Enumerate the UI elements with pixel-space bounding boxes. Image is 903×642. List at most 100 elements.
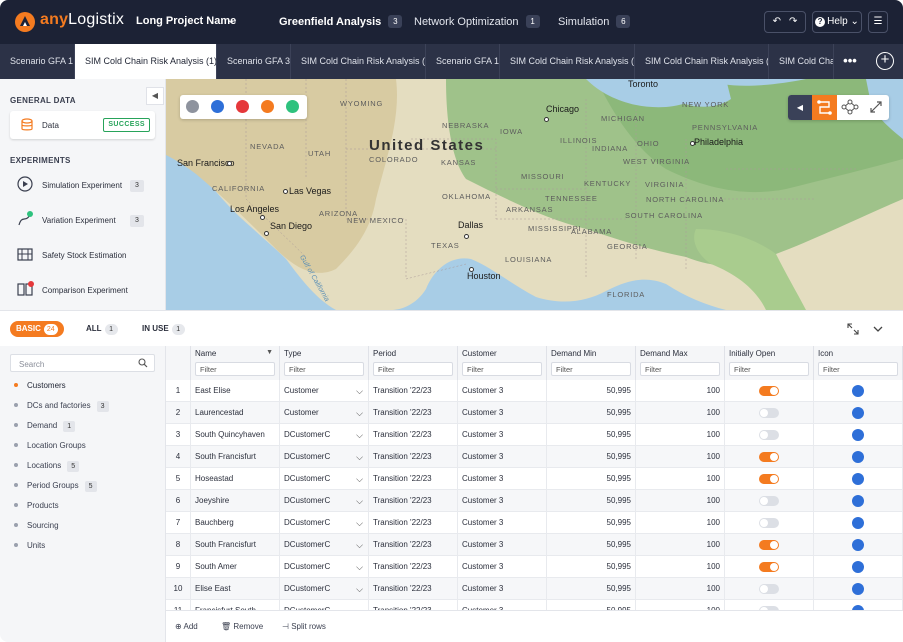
warehouse-icon[interactable] bbox=[236, 100, 249, 113]
table-cell[interactable] bbox=[725, 556, 814, 578]
chevron-down-icon[interactable]: ⌵ bbox=[356, 584, 363, 594]
table-cell[interactable] bbox=[814, 380, 903, 402]
table-row[interactable]: 8 South Francisfurt DCustomerC ⌵ Transition … bbox=[166, 534, 903, 556]
chevron-down-icon[interactable]: ⌄ bbox=[227, 15, 236, 26]
table-cell[interactable]: DCustomerC ⌵ bbox=[280, 424, 369, 446]
list-item-locations[interactable]: Locations 5 bbox=[14, 459, 80, 473]
column-header[interactable]: Period Filter bbox=[369, 346, 458, 380]
table-cell[interactable]: 100 bbox=[636, 600, 725, 610]
column-header[interactable]: Icon Filter bbox=[814, 346, 903, 380]
table-cell[interactable]: Customer 3 bbox=[458, 490, 547, 512]
table-cell[interactable]: 100 bbox=[636, 534, 725, 556]
list-item-location-groups[interactable]: Location Groups bbox=[14, 439, 86, 453]
routes-icon[interactable] bbox=[812, 95, 837, 120]
table-cell[interactable]: 50,995 bbox=[547, 534, 636, 556]
table-cell[interactable]: Francisfurt South bbox=[191, 600, 280, 610]
scenario-tab[interactable]: SIM Cold Chain Risk Analysis (4) bbox=[635, 44, 769, 79]
table-row[interactable]: 2 Laurencestad Customer ⌵ Transition '22/23 C… bbox=[166, 402, 903, 424]
list-item-customers[interactable]: Customers bbox=[14, 379, 66, 393]
table-cell[interactable]: 50,995 bbox=[547, 490, 636, 512]
redo-icon[interactable]: ↷ bbox=[789, 16, 798, 27]
table-cell[interactable]: DCustomerC ⌵ bbox=[280, 534, 369, 556]
table-cell[interactable]: DCustomerC ⌵ bbox=[280, 578, 369, 600]
list-item-period-groups[interactable]: Period Groups 5 bbox=[14, 479, 97, 493]
table-cell[interactable]: Joeyshire bbox=[191, 490, 280, 512]
map-city-marker[interactable] bbox=[260, 215, 265, 220]
experiment-variation[interactable]: Variation Experiment 3 bbox=[16, 210, 156, 232]
experiment-comparison[interactable]: Comparison Experiment bbox=[16, 280, 156, 302]
map-city-marker[interactable] bbox=[264, 231, 269, 236]
scenario-tab[interactable]: SIM Cold Chain Risk Analysis (3) bbox=[500, 44, 635, 79]
table-cell[interactable]: Customer 3 bbox=[458, 402, 547, 424]
initially-open-toggle[interactable] bbox=[759, 430, 779, 440]
chevron-down-icon[interactable]: ⌵ bbox=[356, 408, 363, 418]
map-view[interactable]: United States Toronto Chicago Philadelph… bbox=[166, 79, 903, 310]
project-name[interactable]: Long Project Name bbox=[136, 15, 237, 27]
scenario-tab[interactable]: Scenario GFA 1 bbox=[0, 44, 75, 79]
table-cell[interactable]: 50,995 bbox=[547, 600, 636, 610]
scenario-tab-active[interactable]: SIM Cold Chain Risk Analysis (1)✕ bbox=[75, 44, 217, 79]
table-cell[interactable]: South Amer bbox=[191, 556, 280, 578]
table-cell[interactable]: Hoseastad bbox=[191, 468, 280, 490]
table-cell[interactable]: Transition '22/23 bbox=[369, 468, 458, 490]
table-cell[interactable]: Customer 3 bbox=[458, 446, 547, 468]
map-city-marker[interactable] bbox=[690, 141, 695, 146]
table-row[interactable]: 7 Bauchberg DCustomerC ⌵ Transition '22/23 Cu… bbox=[166, 512, 903, 534]
remove-button[interactable]: 🗑 Remove bbox=[221, 622, 264, 631]
table-row[interactable]: 11 Francisfurt South DCustomerC ⌵ Transition… bbox=[166, 600, 903, 610]
collapse-panel-icon[interactable]: ◀ bbox=[788, 95, 812, 120]
customer-icon[interactable] bbox=[852, 495, 864, 507]
table-cell[interactable]: Transition '22/23 bbox=[369, 424, 458, 446]
network-icon[interactable] bbox=[837, 95, 863, 120]
table-cell[interactable]: Bauchberg bbox=[191, 512, 280, 534]
table-cell[interactable] bbox=[814, 424, 903, 446]
table-cell[interactable]: Laurencestad bbox=[191, 402, 280, 424]
chevron-down-icon[interactable]: ⌵ bbox=[356, 430, 363, 440]
map-city-marker[interactable] bbox=[464, 234, 469, 239]
table-cell[interactable]: 100 bbox=[636, 402, 725, 424]
table-cell[interactable]: South Francisfurt bbox=[191, 534, 280, 556]
column-filter-input[interactable]: Filter bbox=[284, 362, 364, 376]
tab-greenfield-analysis[interactable]: Greenfield Analysis 3 bbox=[279, 15, 403, 28]
table-cell[interactable]: 50,995 bbox=[547, 556, 636, 578]
table-cell[interactable] bbox=[814, 446, 903, 468]
table-cell[interactable]: DCustomerC ⌵ bbox=[280, 446, 369, 468]
column-header[interactable]: Customer Filter bbox=[458, 346, 547, 380]
initially-open-toggle[interactable] bbox=[759, 386, 779, 396]
help-button[interactable]: ? Help ⌄ bbox=[812, 11, 862, 33]
table-row[interactable]: 3 South Quincyhaven DCustomerC ⌵ Transition … bbox=[166, 424, 903, 446]
collapse-sidebar-icon[interactable]: ◀ bbox=[146, 87, 164, 105]
supplier-icon[interactable] bbox=[286, 100, 299, 113]
column-filter-input[interactable]: Filter bbox=[818, 362, 898, 376]
table-cell[interactable]: South Quincyhaven bbox=[191, 424, 280, 446]
table-cell[interactable]: 100 bbox=[636, 556, 725, 578]
initially-open-toggle[interactable] bbox=[759, 408, 779, 418]
table-cell[interactable]: 100 bbox=[636, 446, 725, 468]
table-cell[interactable]: Transition '22/23 bbox=[369, 600, 458, 610]
table-cell[interactable]: 100 bbox=[636, 490, 725, 512]
table-cell[interactable]: Customer 3 bbox=[458, 556, 547, 578]
column-header[interactable]: Name ▼ Filter bbox=[191, 346, 280, 380]
table-cell[interactable]: 100 bbox=[636, 424, 725, 446]
initially-open-toggle[interactable] bbox=[759, 518, 779, 528]
table-cell[interactable] bbox=[725, 600, 814, 610]
initially-open-toggle[interactable] bbox=[759, 584, 779, 594]
table-cell[interactable]: 50,995 bbox=[547, 402, 636, 424]
table-cell[interactable]: Transition '22/23 bbox=[369, 534, 458, 556]
map-city-marker[interactable] bbox=[469, 267, 474, 272]
customer-icon[interactable] bbox=[852, 473, 864, 485]
initially-open-toggle[interactable] bbox=[759, 452, 779, 462]
table-cell[interactable] bbox=[814, 556, 903, 578]
table-cell[interactable]: 50,995 bbox=[547, 380, 636, 402]
table-cell[interactable] bbox=[814, 534, 903, 556]
factory-icon[interactable] bbox=[261, 100, 274, 113]
column-filter-input[interactable]: Filter bbox=[462, 362, 542, 376]
table-cell[interactable] bbox=[814, 512, 903, 534]
column-header[interactable]: Demand Min Filter bbox=[547, 346, 636, 380]
table-cell[interactable]: 100 bbox=[636, 380, 725, 402]
initially-open-toggle[interactable] bbox=[759, 496, 779, 506]
table-cell[interactable]: Elise East bbox=[191, 578, 280, 600]
table-cell[interactable]: Transition '22/23 bbox=[369, 490, 458, 512]
column-header[interactable]: Initially Open Filter bbox=[725, 346, 814, 380]
map-city-marker[interactable] bbox=[544, 117, 549, 122]
